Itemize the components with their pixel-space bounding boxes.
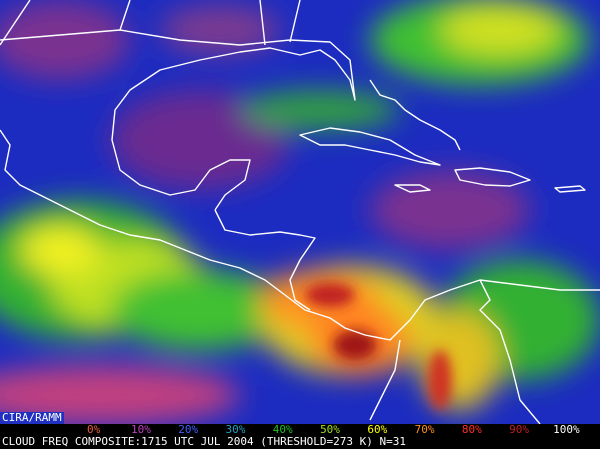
legend-label: 80% (462, 423, 482, 436)
legend-label: 100% (553, 423, 580, 436)
legend-label: 0% (87, 423, 101, 436)
coastlines (0, 0, 600, 424)
caption: CLOUD FREQ COMPOSITE:1715 UTC JUL 2004 (… (2, 435, 406, 448)
cloud-field (0, 0, 600, 424)
legend-label: 90% (509, 423, 529, 436)
legend: 0% 10% 20% 30% 40% 50% 60% 70% 80% 90% 100% (87, 423, 580, 436)
source-box (0, 412, 64, 424)
legend-label: 20% (178, 423, 198, 436)
legend-label: 70% (415, 423, 435, 436)
legend-label: 50% (320, 423, 340, 436)
legend-bar (64, 424, 600, 436)
source-label: CIRA/RAMM (2, 411, 62, 424)
legend-label: 30% (226, 423, 246, 436)
legend-label: 40% (273, 423, 293, 436)
caption-bar (0, 436, 600, 449)
legend-label: 60% (367, 423, 387, 436)
legend-label: 10% (131, 423, 151, 436)
